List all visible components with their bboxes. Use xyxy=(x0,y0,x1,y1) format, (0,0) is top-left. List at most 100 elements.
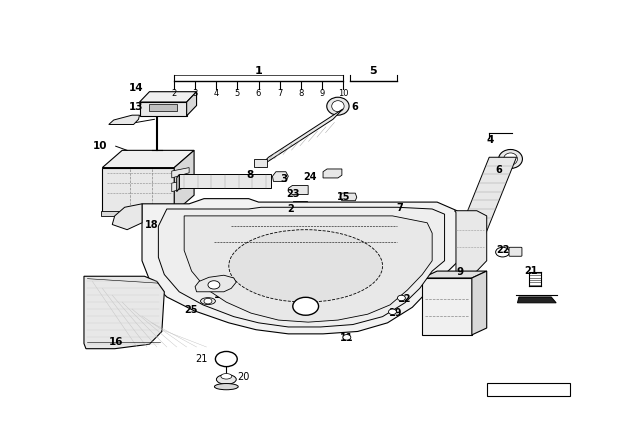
Polygon shape xyxy=(288,185,308,194)
Polygon shape xyxy=(259,109,343,168)
Ellipse shape xyxy=(327,97,349,115)
Text: 22: 22 xyxy=(497,246,510,255)
Circle shape xyxy=(208,281,220,289)
Circle shape xyxy=(180,112,186,116)
Circle shape xyxy=(132,328,152,342)
Polygon shape xyxy=(340,193,356,201)
Circle shape xyxy=(451,306,458,310)
Text: 6: 6 xyxy=(495,165,502,175)
Text: 00137136: 00137136 xyxy=(507,385,550,394)
Polygon shape xyxy=(163,219,189,230)
Polygon shape xyxy=(273,172,288,181)
Polygon shape xyxy=(84,276,164,349)
Polygon shape xyxy=(422,271,486,278)
Polygon shape xyxy=(179,174,271,188)
Circle shape xyxy=(216,352,237,366)
Text: 24: 24 xyxy=(303,172,317,182)
Text: 8: 8 xyxy=(298,89,303,98)
Text: 14: 14 xyxy=(129,83,143,93)
Polygon shape xyxy=(158,207,445,327)
Text: 18: 18 xyxy=(145,220,158,229)
Polygon shape xyxy=(177,174,179,192)
Text: 13: 13 xyxy=(129,102,143,112)
Text: 21: 21 xyxy=(524,266,538,276)
Polygon shape xyxy=(102,168,174,212)
Ellipse shape xyxy=(176,176,180,190)
Circle shape xyxy=(495,247,509,257)
Text: 8: 8 xyxy=(246,170,253,180)
Polygon shape xyxy=(150,104,177,111)
Circle shape xyxy=(292,297,319,315)
Text: 7: 7 xyxy=(277,89,282,98)
Text: 3: 3 xyxy=(280,174,287,184)
Polygon shape xyxy=(172,168,189,178)
Polygon shape xyxy=(172,180,189,192)
Text: 17: 17 xyxy=(214,289,227,300)
Text: 9: 9 xyxy=(457,267,464,277)
Polygon shape xyxy=(195,275,236,292)
Text: 22: 22 xyxy=(301,302,310,311)
Text: 15: 15 xyxy=(337,192,351,202)
Circle shape xyxy=(431,288,438,292)
Polygon shape xyxy=(293,202,307,208)
Text: 9: 9 xyxy=(319,89,324,98)
Circle shape xyxy=(204,298,212,304)
Polygon shape xyxy=(174,151,194,212)
Text: 20: 20 xyxy=(237,372,250,382)
Polygon shape xyxy=(454,157,516,244)
Text: 21: 21 xyxy=(196,354,208,364)
Ellipse shape xyxy=(332,101,344,112)
Text: 2: 2 xyxy=(172,89,177,98)
Text: 11: 11 xyxy=(340,333,353,343)
Text: 12: 12 xyxy=(397,294,411,304)
FancyBboxPatch shape xyxy=(509,247,522,256)
Circle shape xyxy=(172,222,179,227)
Polygon shape xyxy=(184,216,432,322)
Polygon shape xyxy=(187,92,196,116)
Circle shape xyxy=(343,335,351,340)
Text: 2: 2 xyxy=(287,204,294,214)
Text: 10: 10 xyxy=(92,141,107,151)
Polygon shape xyxy=(140,92,196,102)
Text: 25: 25 xyxy=(184,306,198,315)
Circle shape xyxy=(388,309,396,314)
Polygon shape xyxy=(472,271,486,335)
Polygon shape xyxy=(140,102,187,116)
Ellipse shape xyxy=(229,230,383,302)
Text: 10: 10 xyxy=(338,89,348,98)
Polygon shape xyxy=(101,211,129,216)
Text: 1: 1 xyxy=(255,66,262,76)
Circle shape xyxy=(141,112,147,116)
Text: 4: 4 xyxy=(214,89,219,98)
Text: 5: 5 xyxy=(235,89,240,98)
Ellipse shape xyxy=(499,150,522,168)
Circle shape xyxy=(180,101,186,105)
Circle shape xyxy=(451,288,458,292)
Text: 23: 23 xyxy=(286,189,300,199)
Polygon shape xyxy=(102,151,194,168)
Ellipse shape xyxy=(216,375,236,384)
Text: 6: 6 xyxy=(256,89,261,98)
Ellipse shape xyxy=(214,383,238,390)
Text: 4: 4 xyxy=(486,135,494,145)
Ellipse shape xyxy=(221,374,232,379)
Text: 16: 16 xyxy=(109,337,124,347)
Text: 7: 7 xyxy=(396,203,403,213)
Polygon shape xyxy=(518,297,556,303)
Bar xyxy=(486,383,570,396)
Circle shape xyxy=(397,295,405,301)
Polygon shape xyxy=(323,169,342,178)
Text: 6: 6 xyxy=(351,102,358,112)
Text: 5: 5 xyxy=(369,66,376,76)
Polygon shape xyxy=(112,204,142,230)
Ellipse shape xyxy=(504,153,518,165)
Circle shape xyxy=(346,195,350,198)
Circle shape xyxy=(141,101,147,105)
Polygon shape xyxy=(253,159,268,167)
Text: 21: 21 xyxy=(221,354,231,363)
Text: 3: 3 xyxy=(193,89,198,98)
Polygon shape xyxy=(454,211,486,278)
Polygon shape xyxy=(142,198,457,334)
Text: 19: 19 xyxy=(388,308,402,318)
Ellipse shape xyxy=(101,300,133,329)
